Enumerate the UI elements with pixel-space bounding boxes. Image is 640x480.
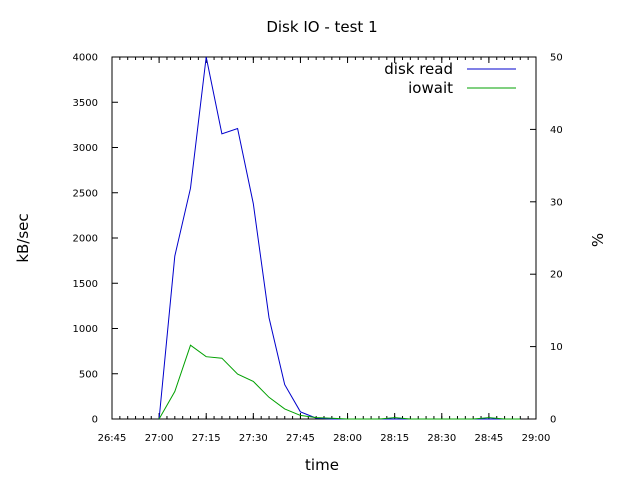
y2-tick-label: 50 (550, 53, 563, 64)
y-tick-label: 1000 (73, 324, 98, 335)
x-tick-label: 26:45 (98, 433, 127, 444)
x-minor-ticks (119, 57, 529, 419)
y-axis-right: 0 10 20 30 40 50 (530, 53, 563, 426)
y2-tick-label: 20 (550, 270, 563, 281)
y-tick-label: 3500 (73, 98, 98, 109)
y2-tick-label: 40 (550, 125, 563, 136)
y-tick-label: 0 (92, 415, 98, 426)
x-tick-label: 28:30 (427, 433, 456, 444)
y-tick-label: 2000 (73, 234, 98, 245)
y-axis-left: 0 500 1000 1500 2000 2500 3000 3500 4000 (73, 53, 118, 426)
y-axis-title: kB/sec (14, 213, 32, 262)
y2-axis-title: % (589, 233, 607, 247)
x-tick-label: 28:45 (474, 433, 503, 444)
y-tick-label: 3000 (73, 143, 98, 154)
x-tick-label: 27:00 (145, 433, 174, 444)
series-line-iowait (158, 344, 521, 420)
legend-label: iowait (408, 79, 453, 97)
legend-label: disk read (384, 60, 453, 78)
x-tick-label: 28:00 (333, 433, 362, 444)
x-tick-label: 29:00 (522, 433, 551, 444)
x-axis-title: time (305, 456, 339, 474)
series-line-disk-read (158, 56, 521, 420)
y2-tick-label: 0 (550, 415, 556, 426)
x-tick-label: 27:15 (192, 433, 221, 444)
x-axis: 26:45 27:00 27:15 27:30 27:45 28:00 28:15 28:30… (98, 57, 551, 444)
plot-frame (111, 56, 537, 420)
x-tick-label: 27:30 (239, 433, 268, 444)
y2-tick-label: 30 (550, 197, 563, 208)
x-tick-label: 27:45 (286, 433, 315, 444)
y-tick-label: 1500 (73, 279, 98, 290)
series-layer (158, 56, 521, 420)
chart-title: Disk IO - test 1 (266, 18, 377, 36)
y-tick-label: 4000 (73, 53, 98, 64)
y2-tick-label: 10 (550, 342, 563, 353)
x-tick-label: 28:15 (380, 433, 409, 444)
y-tick-label: 2500 (73, 188, 98, 199)
y-tick-label: 500 (79, 369, 98, 380)
